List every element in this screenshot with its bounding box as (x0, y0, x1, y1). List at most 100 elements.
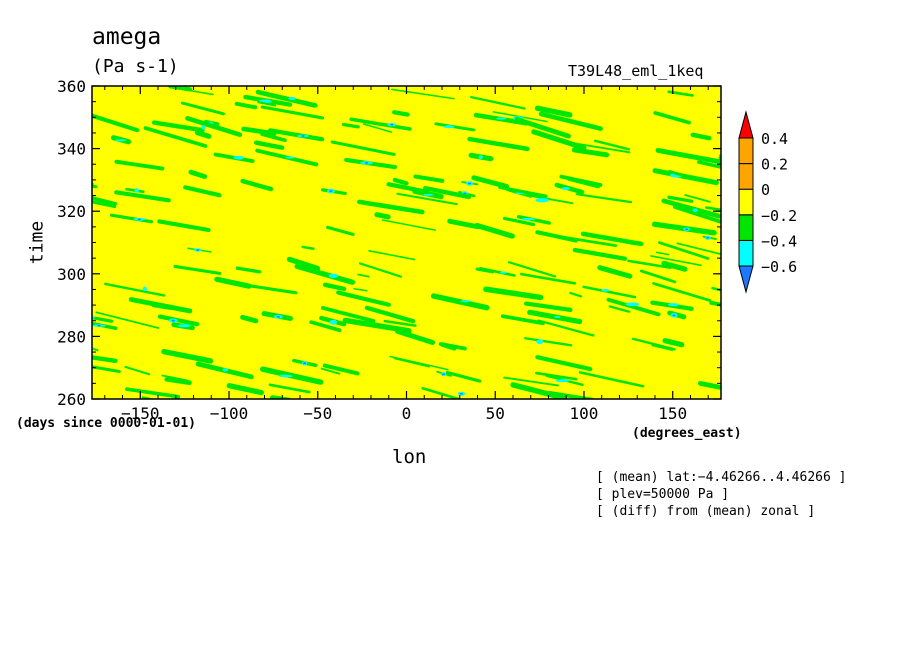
streak-green (320, 306, 376, 323)
streak-green (386, 182, 430, 195)
streak-green (471, 175, 510, 189)
streak-green (531, 129, 587, 151)
streak-green (183, 185, 222, 198)
streak-cyan (201, 125, 206, 130)
streak-green (92, 196, 118, 206)
streak-blue (706, 236, 710, 239)
note-diff: [ (diff) from (mean) zonal ] (596, 504, 816, 519)
streak-green (381, 219, 436, 231)
streak-cyan (92, 315, 96, 319)
streak-green (676, 242, 721, 256)
streak-green (240, 314, 259, 324)
streak-green (705, 206, 721, 212)
streak-green (525, 194, 574, 205)
axes: −150 −100 −50 0 50 100 150 260 280 300 320 340 360 (57, 77, 721, 423)
streak-cyan (329, 319, 337, 325)
note-plev: [ plev=50000 Pa ] (596, 487, 730, 502)
streak-green (655, 251, 670, 256)
streak-green (440, 342, 457, 351)
streak-green (535, 355, 593, 372)
streak-green (255, 89, 318, 108)
x-tick-label: 50 (486, 404, 505, 423)
streak-green (696, 160, 721, 169)
streak-green (257, 101, 277, 107)
y-axis-unit: (days since 0000-01-01) (16, 416, 197, 431)
streak-cyan (328, 273, 339, 278)
streak-cyan (561, 187, 571, 191)
colorbar-segment (738, 188, 754, 216)
streak-green (109, 213, 154, 224)
streak-green (161, 348, 214, 364)
streak-cyan (554, 315, 561, 318)
streak-green (180, 101, 225, 116)
streak-green (92, 181, 94, 187)
colorbar-label: 0 (761, 181, 770, 199)
streak-green (383, 319, 417, 327)
streak-cyan (134, 188, 139, 193)
streak-green (571, 147, 610, 158)
streak-green (709, 300, 721, 307)
streak-green (95, 311, 160, 329)
streak-cyan (177, 324, 191, 328)
streak-green (341, 122, 360, 129)
colorbar-label: 0.2 (761, 156, 788, 174)
x-tick-label: 100 (570, 404, 599, 423)
streak-cyan (114, 139, 127, 142)
streak-green (524, 337, 573, 347)
streak-green (764, 150, 782, 153)
streak-cyan (288, 96, 296, 100)
streak-green (260, 132, 287, 143)
streak-blue (364, 162, 368, 164)
streak-green (655, 147, 721, 165)
streak-green (92, 365, 121, 374)
streak-green (608, 305, 631, 313)
colorbar-label: −0.4 (761, 232, 797, 250)
streak-green (672, 205, 721, 224)
streak-green (268, 128, 325, 142)
streak-blue (97, 324, 101, 327)
streak-green (445, 370, 482, 383)
streak-green (650, 255, 702, 267)
streak-cyan (423, 193, 434, 196)
streak-green (362, 123, 393, 133)
streak-green (762, 305, 778, 308)
streak-green (92, 347, 99, 352)
streak-green (430, 293, 490, 311)
experiment-label: T39L48_eml_1keq (568, 62, 704, 80)
streak-green (500, 314, 545, 326)
streak-green (582, 285, 637, 299)
streak-cyan (233, 155, 244, 160)
streak-green (639, 269, 677, 284)
streak-green (157, 314, 200, 327)
streak-cyan (535, 198, 550, 203)
streak-green (322, 363, 360, 376)
colorbar-label: −0.6 (761, 258, 797, 276)
x-tick-label: −150 (121, 404, 160, 423)
y-tick-label: 320 (57, 202, 86, 221)
streak-green (734, 382, 782, 389)
streak-green (391, 88, 455, 100)
streak-green (392, 110, 410, 117)
streak-green (43, 235, 67, 238)
streak-green (253, 140, 285, 150)
streak-cyan (460, 300, 471, 303)
streak-cyan (667, 303, 679, 307)
streak-green (65, 103, 78, 106)
streak-green (572, 247, 628, 261)
streak-green (260, 105, 325, 120)
streak-green (301, 245, 315, 250)
streak-green (294, 263, 356, 285)
streak-cyan (443, 125, 455, 129)
streak-cyan (35, 360, 47, 364)
y-tick-label: 280 (57, 327, 86, 346)
streak-green (559, 174, 603, 187)
streak-green (421, 386, 464, 399)
streak-green (534, 105, 573, 118)
streak-blue (329, 190, 333, 192)
streak-green (731, 297, 752, 303)
streak-green (727, 309, 786, 318)
x-axis-label: lon (392, 446, 427, 468)
streak-blue (171, 319, 175, 322)
streak-green (235, 266, 262, 274)
streak-green (661, 198, 721, 219)
